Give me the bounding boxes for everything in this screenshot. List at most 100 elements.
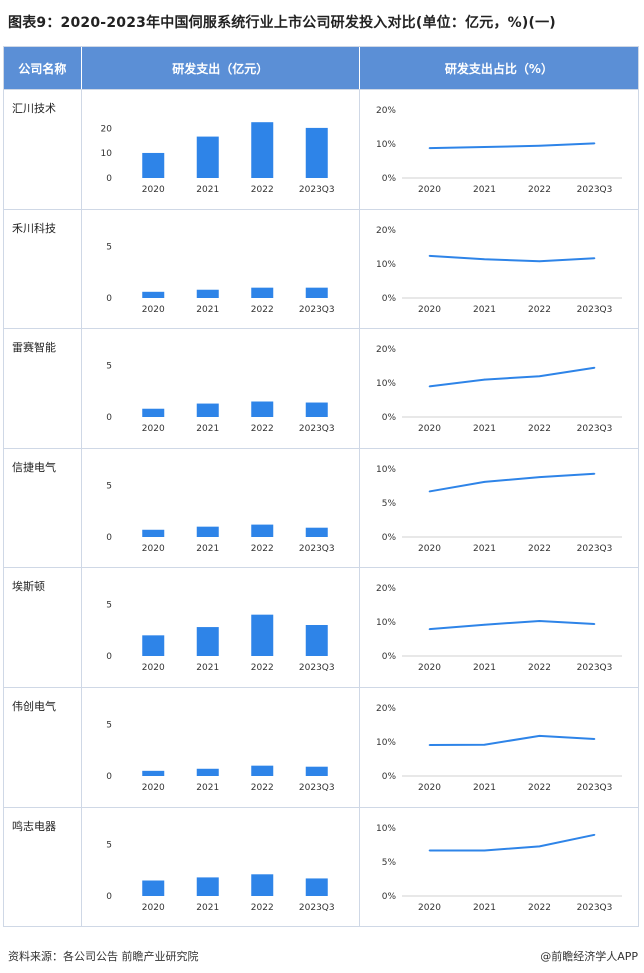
data-point [428,385,431,388]
y-tick-label: 5 [106,840,112,850]
chart-title: 图表9：2020-2023年中国伺服系统行业上市公司研发投入对比(单位：亿元，%… [8,15,556,31]
ratio-chart-cell: 0% 10% 20% 2020 2021 2022 2023Q3 [360,329,638,448]
bar [251,122,274,178]
y-tick-label: 5% [382,858,397,868]
bar [305,527,328,537]
data-point [428,147,431,149]
ratio-line-chart: 0% 10% 20% 2020 2021 2022 2023Q3 [376,584,622,673]
ratio-line-chart: 0% 10% 20% 2020 2021 2022 2023Q3 [376,226,622,315]
data-point [593,142,596,145]
bar [196,627,219,657]
x-tick-label: 2023Q3 [577,185,613,195]
y-tick-label: 0% [382,413,397,423]
y-tick-label: 10% [376,618,396,628]
x-tick-label: 2020 [418,544,441,554]
x-tick-label: 2022 [528,185,551,195]
spend-bar-chart: 0 5 2020 2021 2022 2023Q3 [106,362,335,435]
x-tick-label: 2022 [251,663,274,673]
header-spend: 研发支出（亿元） [82,47,360,89]
y-tick-label: 5 [106,481,112,491]
y-tick-label: 0 [106,533,112,543]
data-point [593,257,596,259]
data-point [428,628,431,631]
ratio-line-chart: 0% 10% 20% 2020 2021 2022 2023Q3 [376,345,622,434]
spend-bar-chart: 0 5 2020 2021 2022 2023Q3 [106,720,334,793]
x-tick-label: 2021 [473,424,496,434]
company-name: 伟创电气 [4,687,82,807]
x-tick-label: 2023Q3 [299,663,335,673]
series-line [429,833,595,852]
data-point [593,623,596,626]
x-tick-label: 2021 [473,185,496,195]
data-point [538,375,541,378]
x-tick-label: 2022 [251,544,274,554]
x-tick-label: 2020 [418,903,441,913]
y-tick-label: 10 [100,149,112,159]
series-line [429,734,595,747]
x-tick-label: 2020 [418,424,441,434]
source-note: 资料来源：各公司公告 前瞻产业研究院 [8,950,199,963]
spend-chart-cell: 0 5 2020 2021 2022 2023Q3 [82,329,360,448]
table-row: 雷赛智能 0 5 2020 2021 2022 2023Q3 0% 10% 20% 2020 2021… [4,328,638,448]
y-tick-label: 5 [106,720,112,730]
y-tick-label: 10% [376,140,396,150]
x-tick-label: 2023Q3 [577,544,613,554]
data-point [483,146,486,148]
x-tick-label: 2021 [196,305,219,315]
data-point [593,367,596,369]
table-row: 伟创电气 0 5 2020 2021 2022 2023Q3 0% 10% 20% 2020 2021… [4,686,638,807]
bar [142,770,165,776]
x-tick-label: 2022 [251,903,274,913]
ratio-line-chart: 0% 10% 20% 2020 2021 2022 2023Q3 [376,704,622,793]
bar [142,291,165,298]
y-tick-label: 0% [382,772,397,782]
x-tick-label: 2023Q3 [299,903,335,913]
x-tick-label: 2023Q3 [299,185,335,195]
data-point [483,258,486,260]
bar [196,136,219,178]
y-tick-label: 0 [106,652,112,662]
x-tick-label: 2022 [528,663,551,673]
x-tick-label: 2023Q3 [299,424,335,434]
y-tick-label: 0% [382,294,397,304]
y-tick-label: 10% [376,738,396,748]
data-point [483,480,486,483]
x-tick-label: 2021 [196,424,219,434]
y-tick-label: 5 [106,242,112,252]
spend-chart-cell: 0 5 2020 2021 2022 2023Q3 [82,448,360,568]
data-point [483,849,486,851]
data-point [483,378,486,381]
company-name: 雷赛智能 [4,329,82,448]
spend-chart-cell: 0 10 20 2020 2021 2022 2023Q3 [82,90,360,209]
table-row: 禾川科技 0 5 2020 2021 2022 2023Q3 0% 10% 20% 2020 2021… [4,208,638,329]
data-point [428,849,431,851]
data-point [593,833,596,836]
data-point [483,624,486,626]
series-line [429,254,595,262]
header-ratio: 研发支出占比（%） [444,61,553,76]
series-line [429,142,595,150]
bar [305,402,328,418]
x-tick-label: 2020 [142,185,165,195]
company-name: 埃斯顿 [4,568,82,687]
company-name: 汇川技术 [4,90,82,209]
y-tick-label: 0% [382,652,397,662]
ratio-line-chart: 0% 5% 10% 2020 2021 2022 2023Q3 [376,465,622,554]
x-tick-label: 2023Q3 [577,663,613,673]
bar [251,615,274,657]
ratio-chart-cell: 0% 10% 20% 2020 2021 2022 2023Q3 [360,90,638,209]
x-tick-label: 2022 [251,783,274,793]
bar [142,408,165,418]
comparison-table: 公司名称 研发支出（亿元） 研发支出占比（%） 汇川技术 0 10 20 2020 202… [3,46,639,928]
company-name: 信捷电气 [4,448,82,568]
x-tick-label: 2021 [473,305,496,315]
table-header: 公司名称 研发支出（亿元） 研发支出占比（%） [4,47,638,89]
x-tick-label: 2021 [473,903,496,913]
x-tick-label: 2020 [142,544,165,554]
spend-bar-chart: 0 5 2020 2021 2022 2023Q3 [106,601,335,674]
bar [196,876,219,896]
header-company: 公司名称 [4,47,82,89]
y-tick-label: 20 [100,124,112,134]
x-tick-label: 2022 [251,305,274,315]
